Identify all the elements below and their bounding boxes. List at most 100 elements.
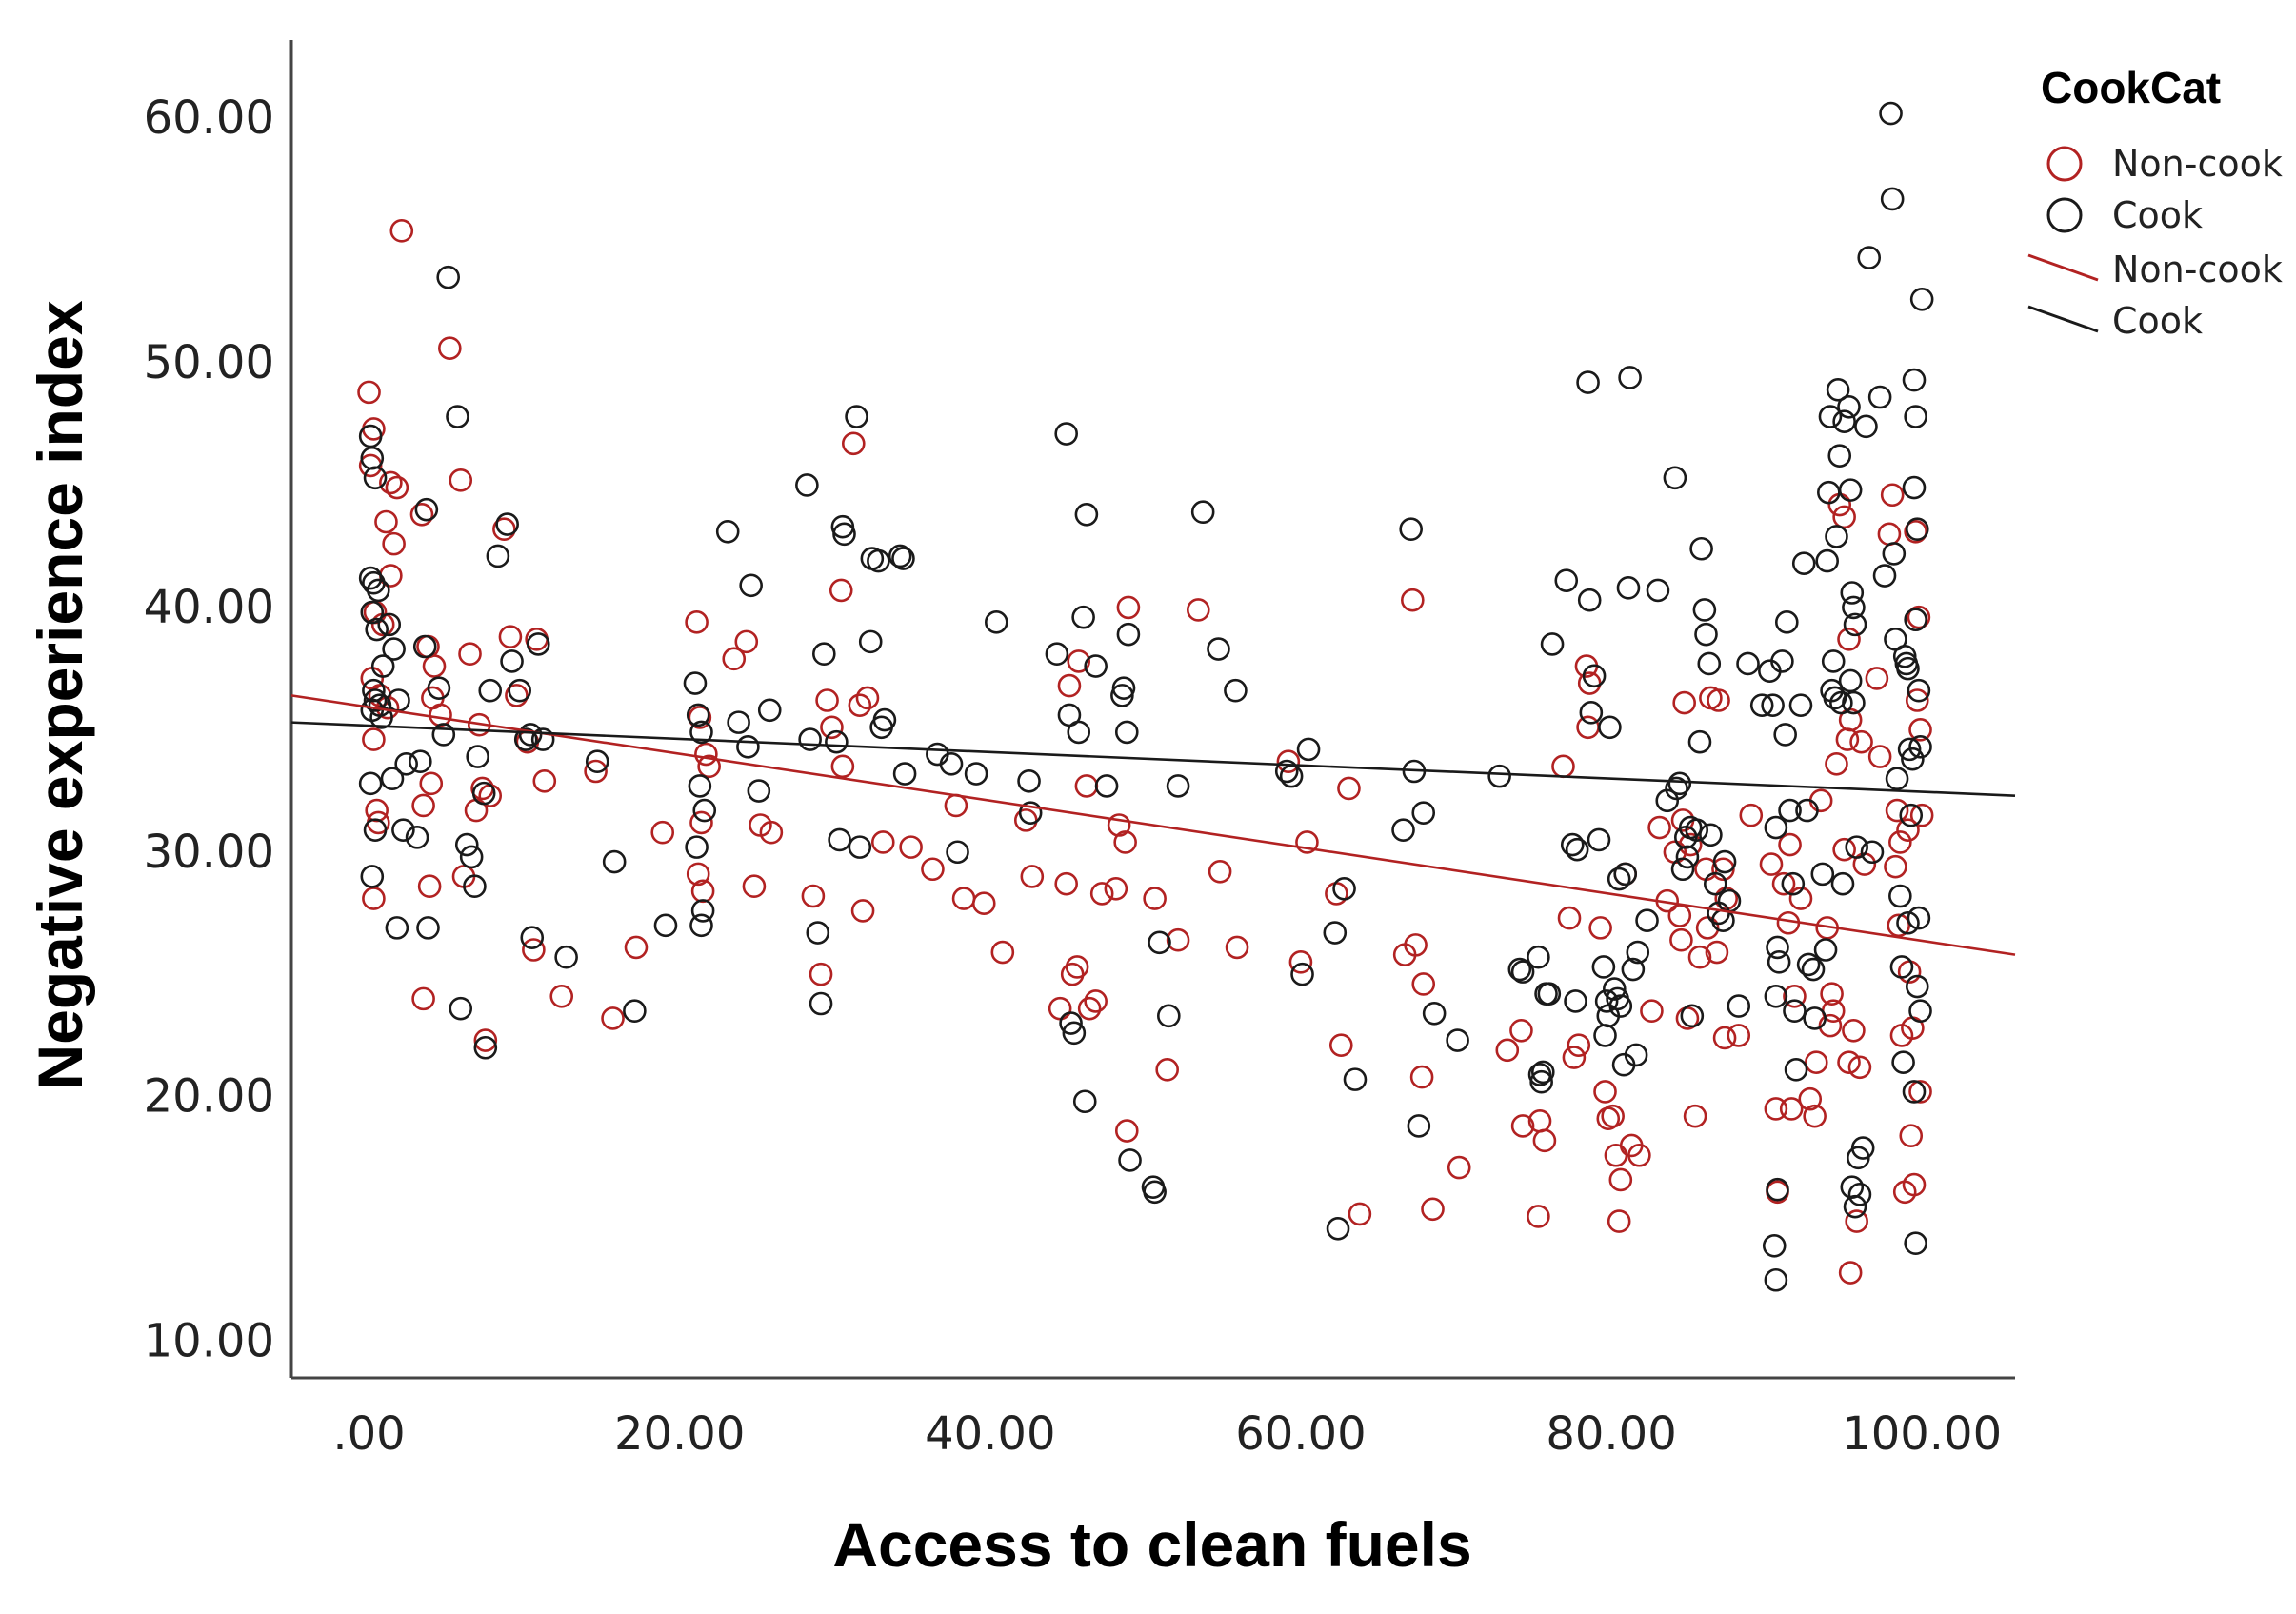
y-axis-title: Negative experience index [25, 300, 95, 1089]
data-point-cook [1891, 1050, 1915, 1074]
data-point-cook [380, 767, 405, 791]
data-point-non-cook [1647, 815, 1671, 840]
data-point-cook [454, 832, 479, 857]
data-point-non-cook [1608, 1167, 1633, 1192]
data-point-non-cook [1842, 1018, 1866, 1043]
y-tick-labels: 10.00 20.00 30.00 40.00 50.00 60.00 [144, 91, 274, 1367]
legend-marker-non-cook [2046, 146, 2083, 182]
data-point-non-cook [1705, 940, 1729, 965]
data-point-cook [1224, 678, 1248, 703]
data-point-non-cook [1020, 865, 1045, 888]
data-point-cook [1825, 525, 1848, 548]
data-point-non-cook [1739, 803, 1764, 827]
data-point-cook [1764, 1267, 1788, 1292]
data-point-non-cook [1208, 860, 1232, 884]
data-point-cook [446, 405, 469, 428]
data-point-cook [689, 913, 713, 938]
data-point-cook [985, 610, 1008, 634]
data-point-cook [1838, 478, 1863, 502]
data-point-non-cook [1884, 854, 1907, 879]
legend-label-cook-marker: Cook [2112, 194, 2203, 236]
data-point-cook [1094, 774, 1119, 798]
data-point-cook [1764, 815, 1788, 840]
data-point-cook [1646, 578, 1670, 603]
data-point-cook [1527, 945, 1550, 969]
data-point-cook [867, 548, 890, 573]
data-point-cook [1116, 622, 1141, 647]
data-point-cook [1821, 649, 1846, 673]
data-point-cook [828, 827, 851, 852]
data-point-cook [1843, 1194, 1867, 1219]
data-point-cook [686, 703, 710, 727]
data-point-cook [1842, 690, 1866, 715]
data-point-non-cook [624, 935, 649, 960]
data-point-non-cook [1411, 972, 1436, 996]
data-point-cook [1621, 957, 1646, 982]
data-point-non-cook [1778, 832, 1802, 857]
data-point-cook [363, 688, 388, 712]
data-point-non-cook [1887, 913, 1911, 938]
data-point-cook [365, 617, 389, 642]
data-point-non-cook [1902, 1172, 1927, 1197]
data-point-cook [1446, 1028, 1469, 1052]
data-point-cook [1889, 955, 1914, 979]
data-point-cook [1407, 1114, 1431, 1138]
data-point-non-cook [1808, 788, 1833, 813]
data-point-cook [757, 698, 782, 723]
data-point-non-cook [688, 706, 712, 729]
x-axis-title: Access to clean fuels [832, 1509, 1471, 1580]
data-point-non-cook [1225, 935, 1249, 960]
data-point-non-cook [1707, 688, 1730, 712]
data-point-cook [1675, 845, 1700, 869]
data-point-cook [888, 544, 912, 568]
data-point-cook [1860, 840, 1885, 865]
data-point-cook [1332, 876, 1356, 901]
data-point-cook [1885, 767, 1909, 791]
data-point-non-cook [1827, 492, 1852, 517]
data-point-cook [1908, 999, 1932, 1024]
data-point-non-cook [734, 629, 759, 654]
data-point-cook [449, 996, 473, 1021]
data-point-non-cook [689, 810, 713, 835]
data-point-cook [1560, 832, 1585, 857]
data-point-cook [602, 849, 627, 874]
data-point-cook [806, 921, 830, 945]
data-point-cook [1736, 651, 1760, 676]
data-point-cook [377, 612, 402, 637]
fit-line-cook [290, 721, 2016, 797]
data-point-cook [623, 999, 647, 1024]
data-point-cook [471, 781, 496, 806]
fit-line-non-cook [290, 694, 2016, 956]
data-point-non-cook [362, 887, 386, 910]
data-point-cook [1540, 632, 1565, 656]
data-point-non-cook [411, 986, 435, 1011]
data-point-cook [405, 826, 429, 849]
data-point-cook [508, 678, 532, 703]
data-point-non-cook [722, 647, 747, 671]
data-point-cook [431, 723, 456, 747]
data-point-cook [486, 544, 510, 568]
data-point-cook [1840, 581, 1865, 605]
data-point-cook [358, 566, 383, 590]
data-point-cook [1537, 982, 1562, 1006]
data-point-cook [1784, 1058, 1808, 1082]
data-point-cook [1815, 548, 1839, 573]
data-point-non-cook [549, 985, 574, 1008]
data-point-non-cook [498, 625, 523, 649]
data-point-cook [845, 405, 868, 428]
data-point-cook [1810, 862, 1835, 887]
data-point-cook [1766, 935, 1789, 960]
data-point-cook [1045, 642, 1069, 667]
data-point-non-cook [1909, 803, 1934, 827]
data-point-cook [1907, 678, 1931, 703]
data-point-cook [360, 865, 385, 888]
data-point-non-cook [921, 857, 945, 882]
data-point-cook [466, 745, 489, 768]
data-point-cook [1166, 774, 1190, 798]
data-point-cook [1074, 502, 1099, 527]
data-point-cook [795, 473, 819, 497]
data-point-cook [495, 512, 519, 536]
data-point-cook [1879, 101, 1903, 126]
data-point-non-cook [1593, 1080, 1617, 1104]
data-point-non-cook [417, 874, 442, 899]
